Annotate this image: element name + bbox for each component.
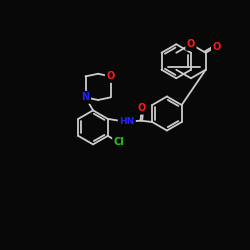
Text: O: O: [187, 39, 195, 49]
Text: O: O: [106, 72, 115, 82]
Text: N: N: [82, 92, 90, 102]
Text: O: O: [212, 42, 221, 51]
Text: O: O: [138, 103, 146, 113]
Text: Cl: Cl: [114, 138, 124, 147]
Text: HN: HN: [119, 118, 134, 126]
